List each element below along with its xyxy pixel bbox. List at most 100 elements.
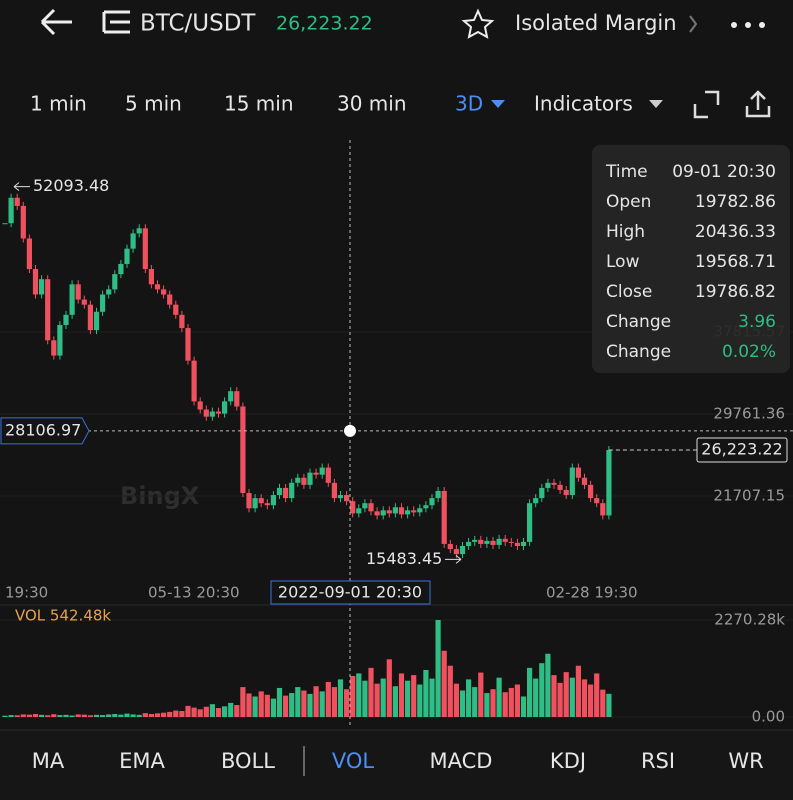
- candle: [289, 482, 295, 499]
- candle: [405, 510, 411, 515]
- candle: [484, 540, 490, 544]
- volume-bar: [514, 684, 520, 717]
- volume-bar: [93, 714, 100, 717]
- volume-bar: [130, 714, 136, 717]
- indicator-tab[interactable]: RSI: [641, 749, 675, 773]
- crosshair-value-box: [0, 417, 90, 445]
- volume-bar: [435, 620, 441, 717]
- x-tick-label: 19:30: [5, 584, 48, 602]
- volume-bar: [380, 678, 386, 717]
- timeframe[interactable]: 5 min: [125, 92, 182, 116]
- candle: [75, 284, 81, 300]
- volume-bar: [100, 715, 106, 717]
- candle: [472, 539, 478, 542]
- candle: [545, 482, 551, 488]
- candle: [453, 549, 459, 555]
- candle: [350, 501, 356, 514]
- candle: [209, 411, 215, 417]
- volume-bar: [197, 709, 203, 717]
- chevron: [689, 15, 698, 33]
- indicator-tab[interactable]: KDJ: [550, 749, 586, 773]
- volume-bar: [124, 713, 130, 717]
- crosshair-dot: [344, 424, 356, 437]
- candle: [374, 511, 380, 516]
- candle: [51, 340, 57, 356]
- tooltip-key: Low: [606, 252, 640, 272]
- volume-bar: [45, 715, 51, 717]
- tooltip-value: 19568.71: [695, 252, 776, 272]
- volume-bar: [167, 711, 173, 717]
- period[interactable]: 3D: [455, 92, 483, 116]
- margin-mode[interactable]: Isolated Margin: [515, 11, 677, 35]
- indicators[interactable]: Indicators: [534, 92, 633, 116]
- symbol[interactable]: BTC/USDT: [140, 11, 256, 37]
- volume-bar: [398, 673, 405, 717]
- volume-bar: [118, 714, 124, 717]
- volume-bar: [453, 683, 459, 717]
- volume-bar: [8, 715, 14, 717]
- indicator-tab[interactable]: VOL: [332, 749, 375, 773]
- candle: [283, 487, 289, 499]
- volume-bar: [496, 677, 502, 717]
- candle: [69, 284, 75, 315]
- volume-bar: [270, 698, 276, 717]
- candle: [106, 289, 112, 295]
- volume-bar: [179, 711, 185, 717]
- candle: [508, 541, 514, 543]
- volume-bar: [246, 693, 252, 717]
- volume-bar: [581, 679, 588, 717]
- candle: [606, 450, 612, 516]
- timeframe[interactable]: 30 min: [337, 92, 407, 116]
- candle: [81, 299, 87, 305]
- candle: [581, 477, 588, 485]
- more-button[interactable]: [731, 22, 765, 28]
- volume-bar: [203, 706, 209, 717]
- volume-bar: [527, 667, 533, 717]
- candle: [173, 304, 179, 315]
- candle: [252, 498, 258, 509]
- indicator-tab[interactable]: EMA: [119, 749, 165, 773]
- candle: [258, 498, 264, 504]
- candle: [118, 263, 124, 275]
- candle: [435, 490, 441, 499]
- tooltip-key: High: [606, 222, 645, 242]
- indicator-tab[interactable]: BOLL: [221, 749, 275, 773]
- candle: [392, 507, 398, 514]
- x-tick-label: 05-13 20:30: [148, 584, 240, 602]
- timeframe[interactable]: 1 min: [30, 92, 87, 116]
- candle: [337, 495, 344, 499]
- candle: [307, 472, 313, 485]
- favorite-icon[interactable]: [461, 8, 495, 39]
- volume-bar: [209, 704, 215, 717]
- candle: [87, 304, 93, 331]
- timeframe[interactable]: 15 min: [224, 92, 294, 116]
- volume-bar: [148, 714, 154, 717]
- candle: [215, 411, 222, 414]
- candle: [325, 467, 331, 483]
- tooltip-key: Time: [605, 162, 648, 182]
- share-icon[interactable]: [745, 90, 771, 118]
- indicator-tab[interactable]: WR: [728, 749, 763, 773]
- back-button[interactable]: [40, 8, 72, 36]
- candle: [557, 484, 563, 490]
- indicator-tab[interactable]: MA: [32, 749, 65, 773]
- volume-bar: [87, 715, 93, 717]
- candle: [142, 228, 148, 270]
- toolbar: 1 min 5 min 15 min 30 min 3D Indicators: [30, 92, 633, 116]
- candle: [130, 233, 136, 249]
- volume-bar: [258, 691, 264, 717]
- volume-bar: [405, 680, 411, 717]
- period-caret: [491, 100, 505, 108]
- volume-bar: [484, 693, 490, 717]
- candle: [319, 467, 325, 475]
- tooltip-value: 0.02%: [722, 342, 776, 362]
- candle: [588, 484, 594, 499]
- volume-bar: [75, 714, 81, 717]
- fullscreen-icon[interactable]: [693, 90, 720, 119]
- volume-bar: [429, 678, 435, 717]
- menu-icon[interactable]: [102, 10, 130, 34]
- crosshair-value: 28106.97: [5, 420, 81, 439]
- indicator-tab[interactable]: MACD: [430, 749, 493, 773]
- candle: [429, 498, 435, 506]
